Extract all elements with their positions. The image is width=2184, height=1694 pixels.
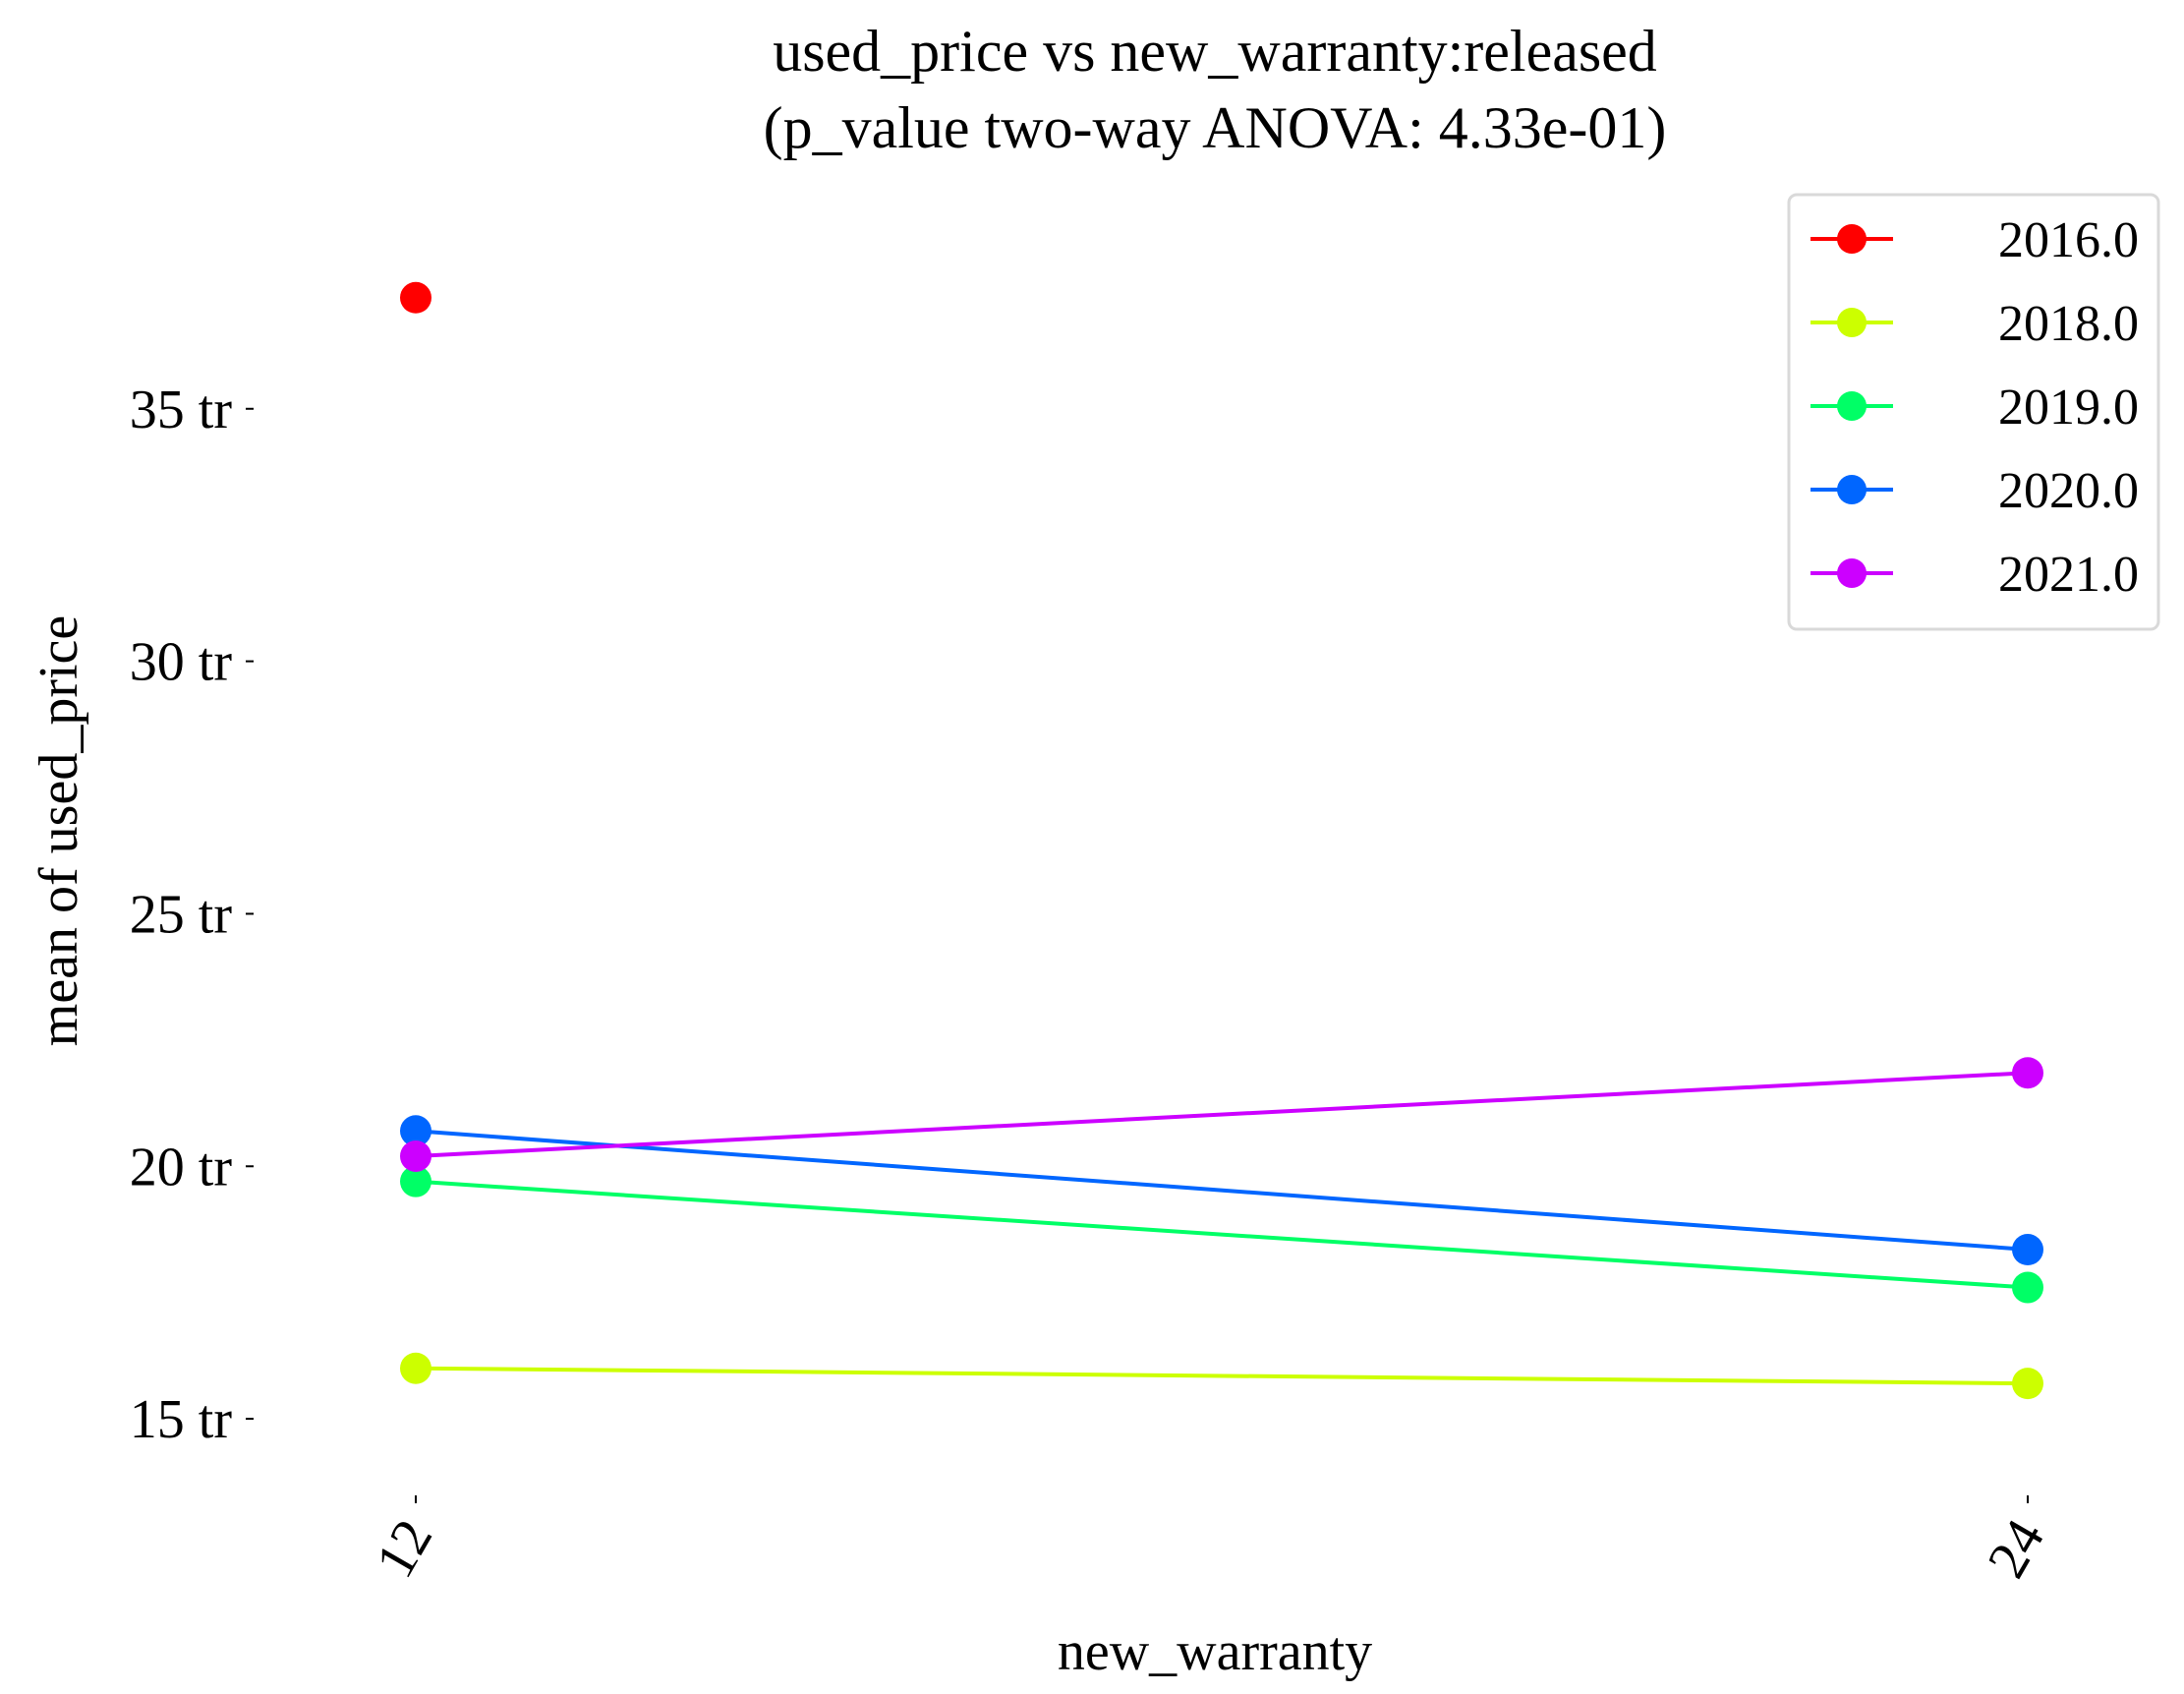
legend-marker	[1837, 475, 1867, 504]
legend-label: 2016.0	[1998, 212, 2139, 268]
data-point	[2012, 1271, 2043, 1304]
x-axis: 12 24	[365, 1495, 2057, 1588]
legend-label: 2019.0	[1998, 380, 2139, 436]
y-tick-label: 35 tr	[130, 380, 233, 440]
series-line	[415, 1129, 2029, 1253]
y-tick-label: 30 tr	[130, 632, 233, 693]
legend: 2016.0 2018.0 2019.0 2020.0 2021.0	[1787, 193, 2160, 631]
y-axis: 15 tr 20 tr 25 tr 30 tr 35 tr	[130, 380, 254, 1450]
y-tick-label: 25 tr	[130, 884, 233, 945]
y-tick-label: 20 tr	[130, 1137, 233, 1197]
series-layer	[400, 281, 2043, 1400]
legend-marker	[1837, 308, 1867, 337]
legend-marker	[1837, 558, 1867, 588]
legend-item: 2018.0	[1810, 296, 2139, 352]
chart-title: used_price vs new_warranty:released	[773, 19, 1657, 84]
data-point	[2012, 1234, 2043, 1266]
series-2020.0	[400, 1115, 2043, 1266]
chart-subtitle: (p_value two-way ANOVA: 4.33e-01)	[764, 95, 1667, 160]
legend-item: 2021.0	[1810, 547, 2139, 603]
series-2016.0	[400, 281, 431, 314]
series-line	[415, 1179, 2029, 1290]
legend-marker	[1837, 224, 1867, 254]
legend-item: 2020.0	[1810, 463, 2139, 519]
legend-label: 2021.0	[1998, 547, 2139, 603]
legend-item: 2019.0	[1810, 380, 2139, 436]
series-2019.0	[400, 1165, 2043, 1304]
y-tick-label: 15 tr	[130, 1389, 233, 1450]
series-2021.0	[400, 1057, 2043, 1172]
data-point	[400, 1139, 431, 1172]
x-tick-label: 24	[1977, 1510, 2057, 1588]
x-axis-label: new_warranty	[1058, 1621, 1372, 1682]
data-point	[400, 1165, 431, 1197]
data-point	[2012, 1057, 2043, 1089]
series-2018.0	[400, 1352, 2043, 1400]
data-point	[400, 1352, 431, 1384]
legend-label: 2018.0	[1998, 296, 2139, 352]
data-point	[2012, 1368, 2043, 1400]
series-line	[415, 1071, 2029, 1158]
legend-frame	[1787, 193, 2160, 631]
legend-label: 2020.0	[1998, 463, 2139, 519]
y-axis-label: mean of used_price	[29, 615, 89, 1046]
x-tick-label: 12	[365, 1510, 445, 1588]
data-point	[400, 1115, 431, 1147]
series-line	[415, 1366, 2029, 1386]
data-point	[400, 281, 431, 314]
legend-marker	[1837, 391, 1867, 421]
legend-item: 2016.0	[1810, 212, 2139, 268]
